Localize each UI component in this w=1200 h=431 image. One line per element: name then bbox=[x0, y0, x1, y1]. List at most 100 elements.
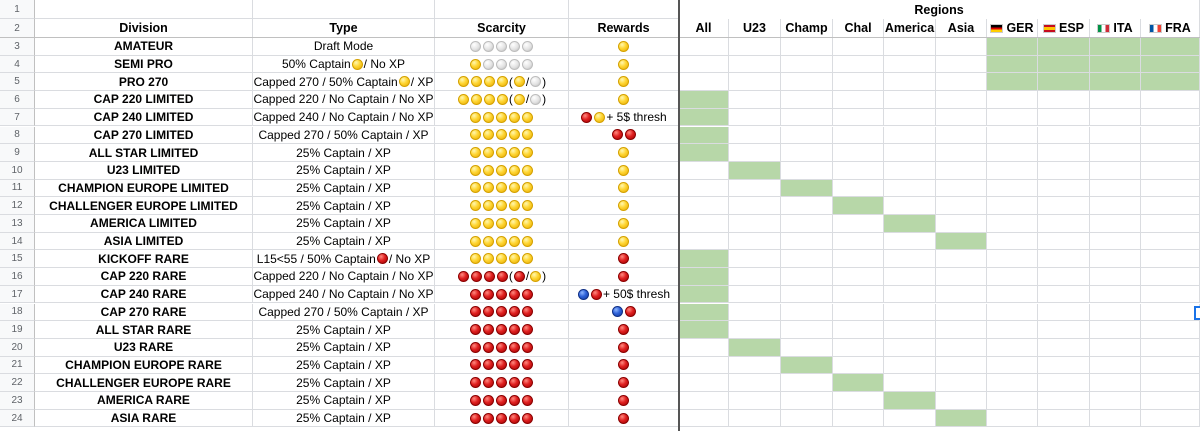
scarcity-cell[interactable] bbox=[435, 108, 569, 127]
scarcity-cell[interactable] bbox=[435, 55, 569, 74]
rewards-cell[interactable] bbox=[569, 321, 679, 339]
region-cell-fra[interactable] bbox=[1141, 197, 1200, 215]
region-cell-esp[interactable] bbox=[1038, 197, 1090, 215]
region-cell-america[interactable] bbox=[884, 303, 936, 322]
region-cell-ita[interactable] bbox=[1090, 91, 1141, 109]
region-cell-ger[interactable] bbox=[987, 321, 1038, 339]
rewards-cell[interactable] bbox=[569, 197, 679, 215]
region-cell-esp[interactable] bbox=[1038, 73, 1090, 92]
row-header[interactable]: 9 bbox=[0, 144, 35, 162]
region-cell-ita[interactable] bbox=[1090, 73, 1141, 92]
row-header[interactable]: 15 bbox=[0, 250, 35, 269]
type-cell[interactable]: Capped 240 / No Captain / No XP bbox=[253, 285, 435, 304]
row-header[interactable]: 20 bbox=[0, 338, 35, 357]
row-header[interactable]: 5 bbox=[0, 73, 35, 92]
region-cell-ita[interactable] bbox=[1090, 268, 1141, 286]
region-cell-ita[interactable] bbox=[1090, 285, 1141, 304]
division-cell[interactable]: CAP 220 RARE bbox=[35, 268, 253, 286]
region-cell-ita[interactable] bbox=[1090, 126, 1141, 145]
type-cell[interactable]: 25% Captain / XP bbox=[253, 161, 435, 180]
region-cell-all[interactable] bbox=[679, 374, 729, 392]
scarcity-cell[interactable] bbox=[435, 338, 569, 357]
region-cell-u23[interactable] bbox=[729, 91, 781, 109]
region-header-asia[interactable]: Asia bbox=[936, 19, 987, 38]
region-cell-chal[interactable] bbox=[833, 232, 884, 251]
region-cell-ita[interactable] bbox=[1090, 338, 1141, 357]
region-cell-chal[interactable] bbox=[833, 55, 884, 74]
region-cell-esp[interactable] bbox=[1038, 126, 1090, 145]
region-cell-esp[interactable] bbox=[1038, 161, 1090, 180]
region-cell-champ[interactable] bbox=[781, 321, 833, 339]
region-cell-u23[interactable] bbox=[729, 38, 781, 56]
region-cell-ita[interactable] bbox=[1090, 250, 1141, 269]
region-cell-america[interactable] bbox=[884, 356, 936, 375]
region-cell-ger[interactable] bbox=[987, 144, 1038, 162]
region-cell-america[interactable] bbox=[884, 55, 936, 74]
division-cell[interactable]: CAP 240 LIMITED bbox=[35, 108, 253, 127]
region-cell-esp[interactable] bbox=[1038, 338, 1090, 357]
scarcity-cell[interactable] bbox=[435, 303, 569, 322]
type-cell[interactable]: Capped 270 / 50% Captain / XP bbox=[253, 303, 435, 322]
region-cell-fra[interactable] bbox=[1141, 374, 1200, 392]
region-cell-fra[interactable] bbox=[1141, 250, 1200, 269]
region-cell-chal[interactable] bbox=[833, 179, 884, 198]
region-cell-ita[interactable] bbox=[1090, 374, 1141, 392]
type-cell[interactable]: 50% Captain / No XP bbox=[253, 55, 435, 74]
region-cell-ger[interactable] bbox=[987, 268, 1038, 286]
scarcity-cell[interactable] bbox=[435, 374, 569, 392]
region-cell-fra[interactable] bbox=[1141, 285, 1200, 304]
region-cell-u23[interactable] bbox=[729, 392, 781, 410]
row-header[interactable]: 11 bbox=[0, 179, 35, 198]
region-cell-u23[interactable] bbox=[729, 356, 781, 375]
region-cell-champ[interactable] bbox=[781, 338, 833, 357]
region-cell-all[interactable] bbox=[679, 303, 729, 322]
division-cell[interactable]: CAP 240 RARE bbox=[35, 285, 253, 304]
region-cell-ger[interactable] bbox=[987, 303, 1038, 322]
type-cell[interactable]: 25% Captain / XP bbox=[253, 409, 435, 428]
region-cell-america[interactable] bbox=[884, 392, 936, 410]
region-cell-ita[interactable] bbox=[1090, 303, 1141, 322]
division-cell[interactable]: AMERICA LIMITED bbox=[35, 215, 253, 233]
region-cell-america[interactable] bbox=[884, 126, 936, 145]
region-header-america[interactable]: America bbox=[884, 19, 936, 38]
region-cell-ger[interactable] bbox=[987, 392, 1038, 410]
cell-selection-handle[interactable] bbox=[1194, 306, 1200, 320]
region-cell-america[interactable] bbox=[884, 374, 936, 392]
region-cell-ita[interactable] bbox=[1090, 38, 1141, 56]
region-cell-champ[interactable] bbox=[781, 268, 833, 286]
division-cell[interactable]: CAP 270 LIMITED bbox=[35, 126, 253, 145]
region-cell-america[interactable] bbox=[884, 215, 936, 233]
rewards-cell[interactable]: + 50$ thresh bbox=[569, 285, 679, 304]
region-cell-ita[interactable] bbox=[1090, 108, 1141, 127]
region-cell-fra[interactable] bbox=[1141, 215, 1200, 233]
row-header[interactable]: 24 bbox=[0, 409, 35, 428]
region-header-chal[interactable]: Chal bbox=[833, 19, 884, 38]
region-cell-champ[interactable] bbox=[781, 215, 833, 233]
region-cell-chal[interactable] bbox=[833, 374, 884, 392]
region-cell-champ[interactable] bbox=[781, 250, 833, 269]
region-cell-asia[interactable] bbox=[936, 73, 987, 92]
type-cell[interactable]: Capped 270 / 50% Captain / XP bbox=[253, 73, 435, 92]
region-cell-chal[interactable] bbox=[833, 392, 884, 410]
type-cell[interactable]: 25% Captain / XP bbox=[253, 197, 435, 215]
region-cell-u23[interactable] bbox=[729, 374, 781, 392]
rewards-cell[interactable] bbox=[569, 338, 679, 357]
type-cell[interactable]: 25% Captain / XP bbox=[253, 338, 435, 357]
region-cell-asia[interactable] bbox=[936, 232, 987, 251]
region-cell-champ[interactable] bbox=[781, 197, 833, 215]
rewards-cell[interactable] bbox=[569, 356, 679, 375]
region-cell-chal[interactable] bbox=[833, 321, 884, 339]
rewards-cell[interactable] bbox=[569, 392, 679, 410]
region-cell-u23[interactable] bbox=[729, 338, 781, 357]
region-cell-esp[interactable] bbox=[1038, 409, 1090, 428]
region-cell-champ[interactable] bbox=[781, 91, 833, 109]
rewards-cell[interactable] bbox=[569, 409, 679, 428]
region-cell-u23[interactable] bbox=[729, 108, 781, 127]
type-cell[interactable]: Capped 220 / No Captain / No XP bbox=[253, 91, 435, 109]
division-cell[interactable]: SEMI PRO bbox=[35, 55, 253, 74]
region-cell-america[interactable] bbox=[884, 108, 936, 127]
row-header[interactable]: 21 bbox=[0, 356, 35, 375]
region-cell-asia[interactable] bbox=[936, 250, 987, 269]
region-cell-america[interactable] bbox=[884, 250, 936, 269]
scarcity-cell[interactable]: (/) bbox=[435, 268, 569, 286]
